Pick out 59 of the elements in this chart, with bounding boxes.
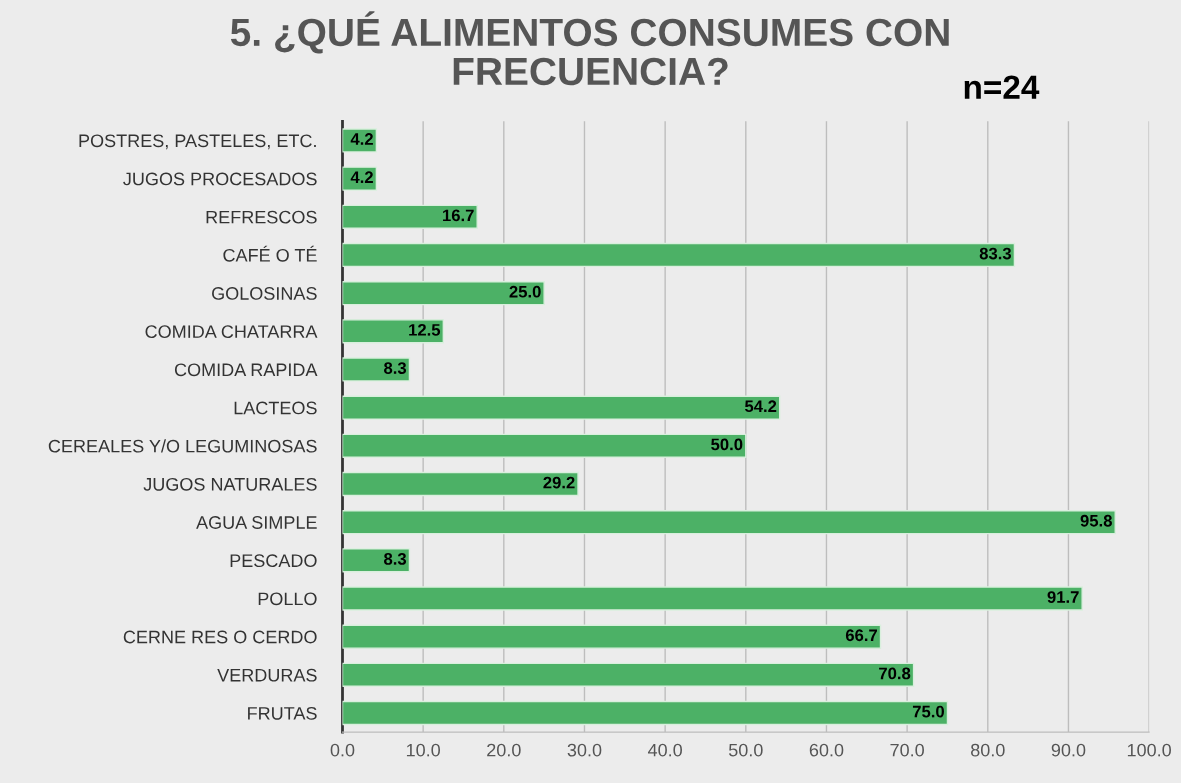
bar [342, 510, 1116, 535]
y-tick-label: POSTRES, PASTELES, ETC. [79, 134, 316, 150]
data-label: 83.3 [979, 247, 1012, 260]
bar [342, 242, 1016, 268]
data-label: 8.3 [384, 553, 407, 565]
y-tick-label: REFRESCOS [206, 210, 317, 224]
data-label: 4.2 [350, 133, 373, 145]
y-tick-label: JUGOS PROCESADOS [123, 172, 317, 186]
data-label: 70.8 [879, 667, 911, 680]
bar [342, 433, 747, 458]
data-label: 25.0 [509, 285, 541, 298]
y-tick-label: GOLOSINAS [212, 287, 317, 300]
y-tick-label: VERDURAS [217, 668, 317, 682]
data-label: 66.7 [845, 629, 877, 642]
y-tick-label: LACTEOS [234, 401, 317, 415]
bar [342, 471, 579, 497]
data-label: 54.2 [744, 400, 777, 413]
bar [342, 319, 445, 344]
data-label: 75.0 [912, 705, 944, 718]
x-tick-label: 20.0 [487, 743, 521, 757]
bar [342, 395, 781, 420]
x-tick-label: 40.0 [647, 743, 683, 757]
y-tick-label: CEREALES Y/O LEGUMINOSAS [48, 439, 317, 453]
data-label: 8.3 [384, 362, 407, 374]
bar [342, 624, 882, 649]
y-tick-label: COMIDA RAPIDA [174, 363, 318, 377]
data-label: 95.8 [1080, 514, 1112, 527]
y-tick-label: CERNE RES O CERDO [123, 630, 317, 644]
x-tick-label: 90.0 [1051, 743, 1086, 757]
bar [342, 280, 545, 306]
y-tick-label: FRUTAS [248, 706, 317, 720]
bar [342, 548, 411, 573]
x-tick-label: 0.0 [330, 743, 355, 757]
data-label: 4.2 [350, 171, 373, 183]
bar [342, 662, 915, 687]
data-label: 12.5 [409, 323, 441, 336]
bar [342, 586, 1083, 611]
y-tick-label: CAFÉ O TÉ [223, 245, 317, 262]
bar [342, 700, 949, 726]
text: n=24 [964, 75, 1040, 99]
chart-title: 5. ¿QUÉ ALIMENTOS CONSUMES CON FRECUENCIA? [230, 11, 949, 86]
y-tick-label: PESCADO [230, 554, 317, 568]
data-label: 16.7 [443, 209, 474, 222]
x-tick-label: 70.0 [890, 743, 924, 757]
x-tick-label: 80.0 [971, 743, 1005, 757]
x-tick-label: 10.0 [406, 743, 441, 757]
x-tick-label: 100.0 [1127, 743, 1171, 757]
x-tick-label: 60.0 [809, 743, 844, 757]
y-tick-label: POLLO [258, 592, 317, 606]
data-label: 50.0 [711, 438, 743, 451]
data-label: 91.7 [1047, 591, 1079, 603]
y-tick-label: JUGOS NATURALES [143, 477, 317, 491]
bar [342, 204, 478, 229]
data-label: 29.2 [543, 476, 575, 489]
y-tick-label: COMIDA CHATARRA [145, 325, 318, 339]
bar [342, 357, 411, 382]
x-tick-label: 50.0 [728, 743, 763, 757]
y-tick-label: AGUA SIMPLE [196, 516, 317, 529]
x-tick-label: 30.0 [567, 743, 602, 757]
